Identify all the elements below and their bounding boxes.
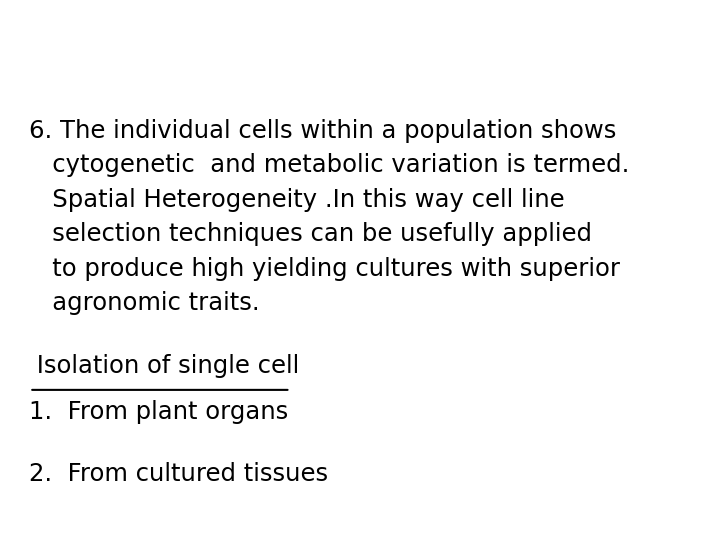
Text: Isolation of single cell: Isolation of single cell [30, 354, 300, 377]
Text: 2.  From cultured tissues: 2. From cultured tissues [30, 462, 328, 485]
Text: 6. The individual cells within a population shows
   cytogenetic  and metabolic : 6. The individual cells within a populat… [30, 119, 630, 315]
Text: 1.  From plant organs: 1. From plant organs [30, 400, 289, 423]
